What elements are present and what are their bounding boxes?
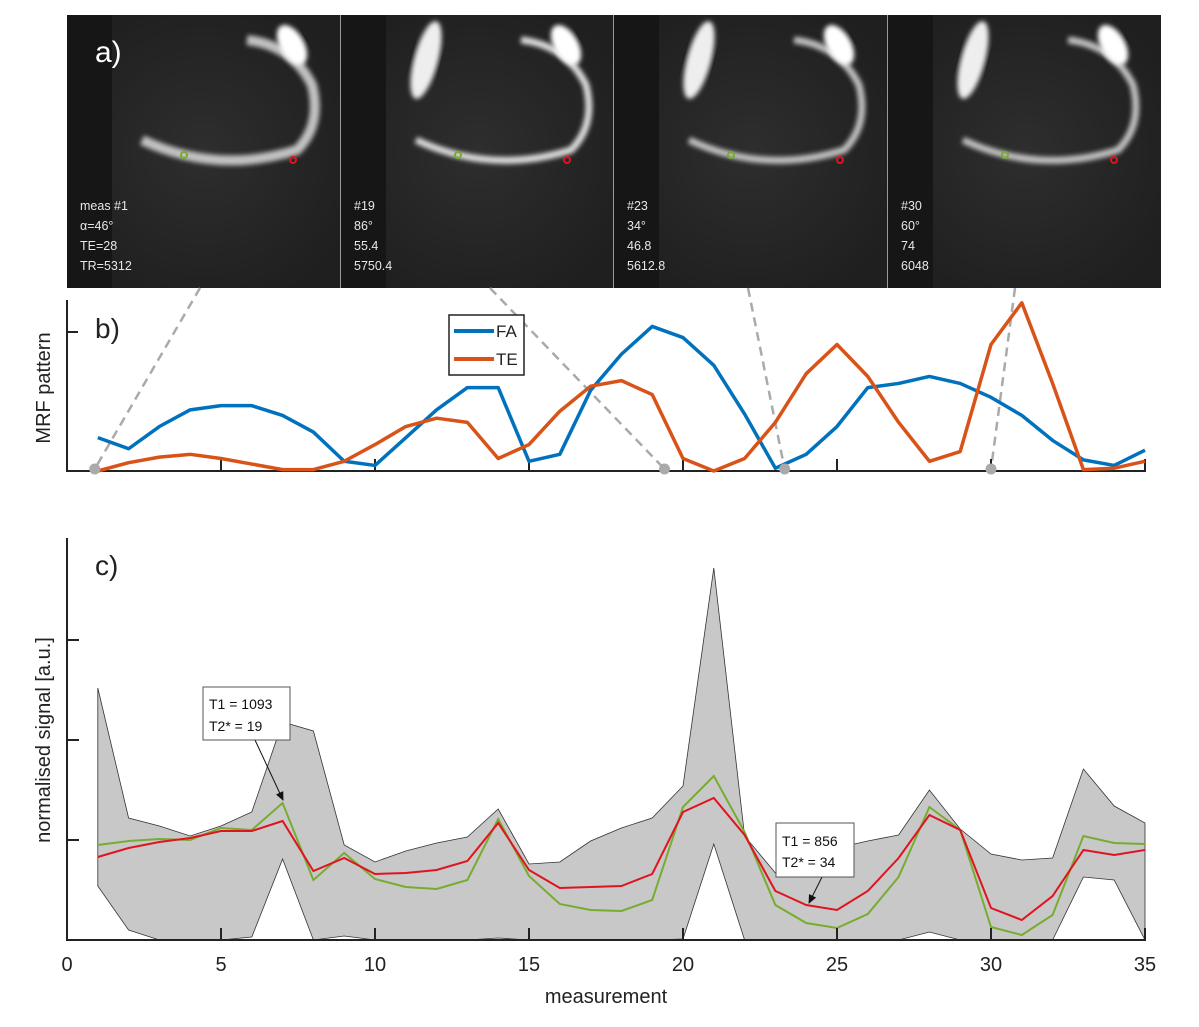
mri-image-1: meas #1 α=46° TE=28 TR=5312 <box>67 15 340 288</box>
legend: FA TE <box>448 314 525 376</box>
panel-c-label: c) <box>95 550 118 581</box>
legend-label-fa: FA <box>496 322 517 341</box>
image-param-1: 34° <box>627 219 646 233</box>
annotation-1: T1 = 1093 T2* = 19 <box>202 686 291 801</box>
mri-image-strip: meas #1 α=46° TE=28 TR=5312 #19 86° 55.4 5750.4… <box>67 15 1161 288</box>
image-param-2: 46.8 <box>627 239 651 253</box>
measurement-marker-dot <box>89 463 101 475</box>
annotation-2-t1: T1 = 856 <box>782 833 838 849</box>
annotation-1-t1: T1 = 1093 <box>209 696 273 712</box>
c-y-label: normalised signal [a.u.] <box>33 637 55 843</box>
c-x-tick-label: 0 <box>61 954 72 976</box>
connector-line <box>93 287 202 470</box>
c-x-label: measurement <box>545 986 668 1008</box>
red-roi-marker <box>563 156 571 164</box>
image-param-1: α=46° <box>80 219 113 233</box>
measurement-marker-dot <box>779 463 791 475</box>
annotation-2-arrow <box>808 876 823 904</box>
image-param-3: 5750.4 <box>354 259 392 273</box>
red-roi-marker <box>836 156 844 164</box>
mri-image-2: #19 86° 55.4 5750.4 <box>341 15 614 288</box>
measurement-marker-dot <box>985 463 997 475</box>
legend-box <box>448 314 525 376</box>
image-param-3: 5612.8 <box>627 259 665 273</box>
c-x-tick-label: 25 <box>826 954 848 976</box>
c-x-tick-label: 5 <box>215 954 226 976</box>
c-x-tick-label: 10 <box>364 954 386 976</box>
c-x-tick-label: 30 <box>980 954 1002 976</box>
c-x-tick-label: 35 <box>1134 954 1156 976</box>
c-x-tick-label: 20 <box>672 954 694 976</box>
panel-b-chart: b) MRF pattern FA TE <box>33 300 1146 475</box>
green-roi-marker <box>727 151 735 159</box>
mri-image-4: #30 60° 74 6048 <box>888 15 1161 288</box>
series-line-green <box>97 774 1146 937</box>
image-param-0: #30 <box>901 199 922 213</box>
annotation-1-t2: T2* = 19 <box>209 718 263 734</box>
annotation-1-box <box>202 686 291 741</box>
image-param-2: 55.4 <box>354 239 378 253</box>
red-roi-marker <box>289 156 297 164</box>
image-param-3: 6048 <box>901 259 929 273</box>
annotation-2: T1 = 856 T2* = 34 <box>775 822 855 904</box>
connector-line <box>746 287 786 470</box>
annotation-2-box <box>775 822 855 878</box>
mri-image-3: #23 34° 46.8 5612.8 <box>614 15 887 288</box>
green-roi-marker <box>454 151 462 159</box>
measurement-marker-dot <box>659 463 671 475</box>
image-param-3: TR=5312 <box>80 259 132 273</box>
image-param-0: meas #1 <box>80 199 128 213</box>
image-param-2: TE=28 <box>80 239 117 253</box>
c-x-tick-label: 15 <box>518 954 540 976</box>
b-y-label: MRF pattern <box>33 332 55 443</box>
red-roi-marker <box>1110 156 1118 164</box>
panel-b-label: b) <box>95 313 120 344</box>
panel-a-label: a) <box>95 36 122 69</box>
annotation-2-t2: T2* = 34 <box>782 854 836 870</box>
series-line-fa <box>97 324 1146 470</box>
image-param-0: #23 <box>627 199 648 213</box>
green-roi-marker <box>1001 151 1009 159</box>
annotation-1-arrow <box>254 739 284 801</box>
green-roi-marker <box>180 151 188 159</box>
connector-line <box>489 287 666 470</box>
image-param-0: #19 <box>354 199 375 213</box>
legend-label-te: TE <box>496 350 518 369</box>
series-line-red <box>97 796 1146 922</box>
connector-lines <box>93 287 1017 470</box>
panel-c-chart: 0 5 10 15 20 25 30 35 c) normalised signal [a.u… <box>33 538 1156 1008</box>
image-param-2: 74 <box>901 239 915 253</box>
image-param-1: 60° <box>901 219 920 233</box>
image-param-1: 86° <box>354 219 373 233</box>
series-line-te <box>97 301 1146 473</box>
signal-range-band <box>97 567 1146 941</box>
